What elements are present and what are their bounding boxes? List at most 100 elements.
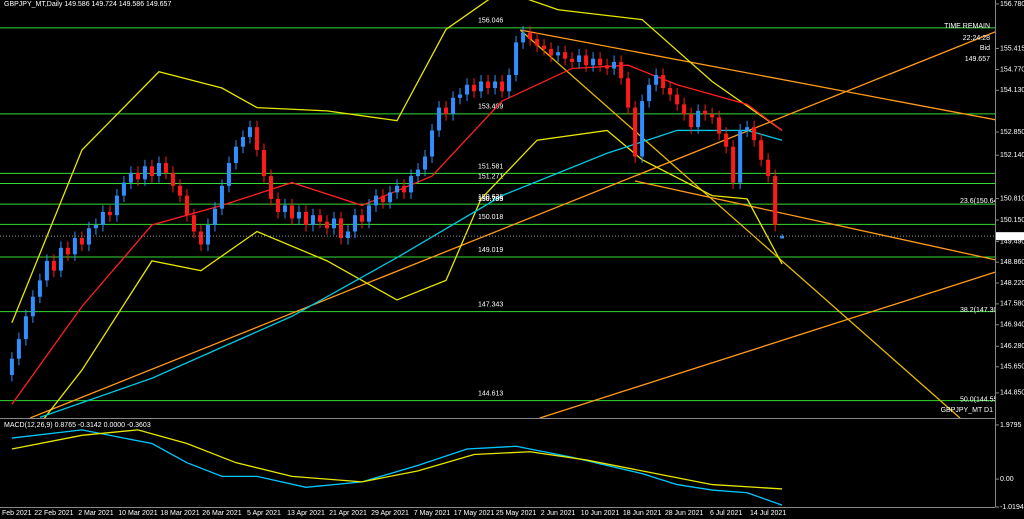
y-tick-label: 152.850	[1000, 129, 1024, 136]
x-tick-label: 14 Jul 2021	[750, 510, 786, 517]
candle-body	[626, 78, 631, 108]
candle-body	[619, 61, 624, 79]
candle-body	[556, 52, 561, 56]
candle-body	[128, 172, 133, 183]
indicator-line	[520, 29, 995, 121]
indicator-line	[519, 29, 961, 418]
candle-body	[731, 146, 736, 183]
fib-label: 38.2(147.301)	[960, 307, 1004, 314]
candle-body	[542, 45, 547, 49]
y-tick-label: 148.860	[1000, 259, 1024, 266]
indicator-line	[634, 180, 995, 261]
candle-body	[93, 224, 98, 229]
indicator-line	[539, 271, 995, 418]
y-tick-label: 152.140	[1000, 152, 1024, 159]
y-tick-label: 146.940	[1000, 322, 1024, 329]
candle-body	[100, 211, 105, 225]
candle-body	[535, 39, 540, 46]
x-tick-label: 28 Jun 2021	[665, 510, 704, 517]
candle-body	[360, 215, 365, 222]
candle-body	[310, 215, 315, 225]
y-tick-label: 145.650	[1000, 364, 1024, 371]
candle-body	[240, 136, 245, 147]
price-panel: 156.046 153.409 151.581 151.271 150.638 150.0…	[0, 0, 1004, 418]
x-tick-label: 18 Jun 2021	[623, 510, 662, 517]
candle-body	[212, 208, 217, 225]
candle-body	[402, 185, 407, 193]
macd-title: MACD(12,26,9) 0.8765 -0.3142 0.0000 -0.3…	[4, 422, 151, 429]
candle-body	[65, 247, 70, 255]
candle-body	[521, 32, 526, 43]
bid-label: Bid	[980, 45, 990, 52]
level-label: 151.581	[478, 163, 503, 170]
candle-body	[633, 107, 638, 157]
symbol-label: GBPJPY_MT D1	[941, 407, 993, 414]
candle-body	[689, 114, 694, 128]
indicator-line	[43, 129, 783, 418]
candle-body	[149, 166, 154, 177]
candle-body	[640, 101, 645, 157]
candle-body	[591, 58, 596, 66]
level-label: 147.343	[478, 301, 503, 308]
level-label: 150.018	[478, 214, 503, 221]
candle-body	[563, 52, 568, 59]
candle-body	[353, 215, 358, 232]
candle-body	[444, 107, 449, 115]
candle-body	[395, 185, 400, 193]
level-label: 144.613	[478, 390, 503, 397]
candle-body	[766, 159, 771, 177]
candle-body	[275, 198, 280, 212]
candle-body	[289, 205, 294, 219]
level-label: 149.019	[478, 247, 503, 254]
candle-body	[282, 205, 287, 212]
candle-body	[773, 176, 778, 225]
y-tick-label: 154.770	[1000, 66, 1024, 73]
timer-title: TIME REMAIN	[944, 23, 990, 30]
candle-body	[451, 97, 456, 115]
fib-label: 23.6(150.646)	[960, 198, 1004, 205]
timer-time: 22:24:28	[963, 35, 990, 42]
candle-body	[324, 221, 329, 229]
candle-body	[549, 48, 554, 56]
candle-body	[367, 205, 372, 222]
candle-body	[458, 94, 463, 98]
y-tick-label: 154.130	[1000, 87, 1024, 94]
candle-body	[605, 65, 610, 69]
candle-body	[37, 280, 42, 297]
bid-value: 149.657	[965, 56, 990, 63]
candle-body	[577, 55, 582, 62]
x-tick-label: 10 Mar 2021	[118, 510, 157, 517]
candle-body	[388, 192, 393, 203]
x-tick-label: 2 Mar 2021	[78, 510, 114, 517]
candle-body	[514, 42, 519, 75]
candle-body	[233, 146, 238, 164]
x-tick-label: 22 Feb 2021	[34, 510, 73, 517]
candle-body	[30, 296, 35, 317]
candle-body	[570, 58, 575, 62]
x-tick-label: 6 Jul 2021	[710, 510, 742, 517]
candle-body	[654, 74, 659, 85]
x-tick-label: 18 Mar 2021	[160, 510, 199, 517]
candle-body	[121, 182, 126, 196]
bid-axis-label: 149.657	[998, 233, 1023, 240]
candle-body	[303, 211, 308, 225]
candle-body	[472, 84, 477, 92]
candle-body	[23, 316, 28, 340]
candle-body	[598, 58, 603, 66]
indicator-line	[11, 429, 783, 506]
y-tick-label: 146.280	[1000, 343, 1024, 350]
candle-body	[247, 127, 252, 137]
candle-body	[184, 195, 189, 216]
y-tick-label: 155.415	[1000, 45, 1024, 52]
candle-body	[430, 130, 435, 157]
candle-body	[374, 195, 379, 206]
y-tick-label: 156.780	[1000, 1, 1024, 8]
candle-body	[163, 163, 168, 173]
candle-body	[437, 107, 442, 131]
candle-body	[486, 81, 491, 89]
candle-body	[156, 163, 161, 177]
x-tick-label: 29 Apr 2021	[371, 510, 409, 517]
level-label: 150.638	[478, 194, 503, 201]
